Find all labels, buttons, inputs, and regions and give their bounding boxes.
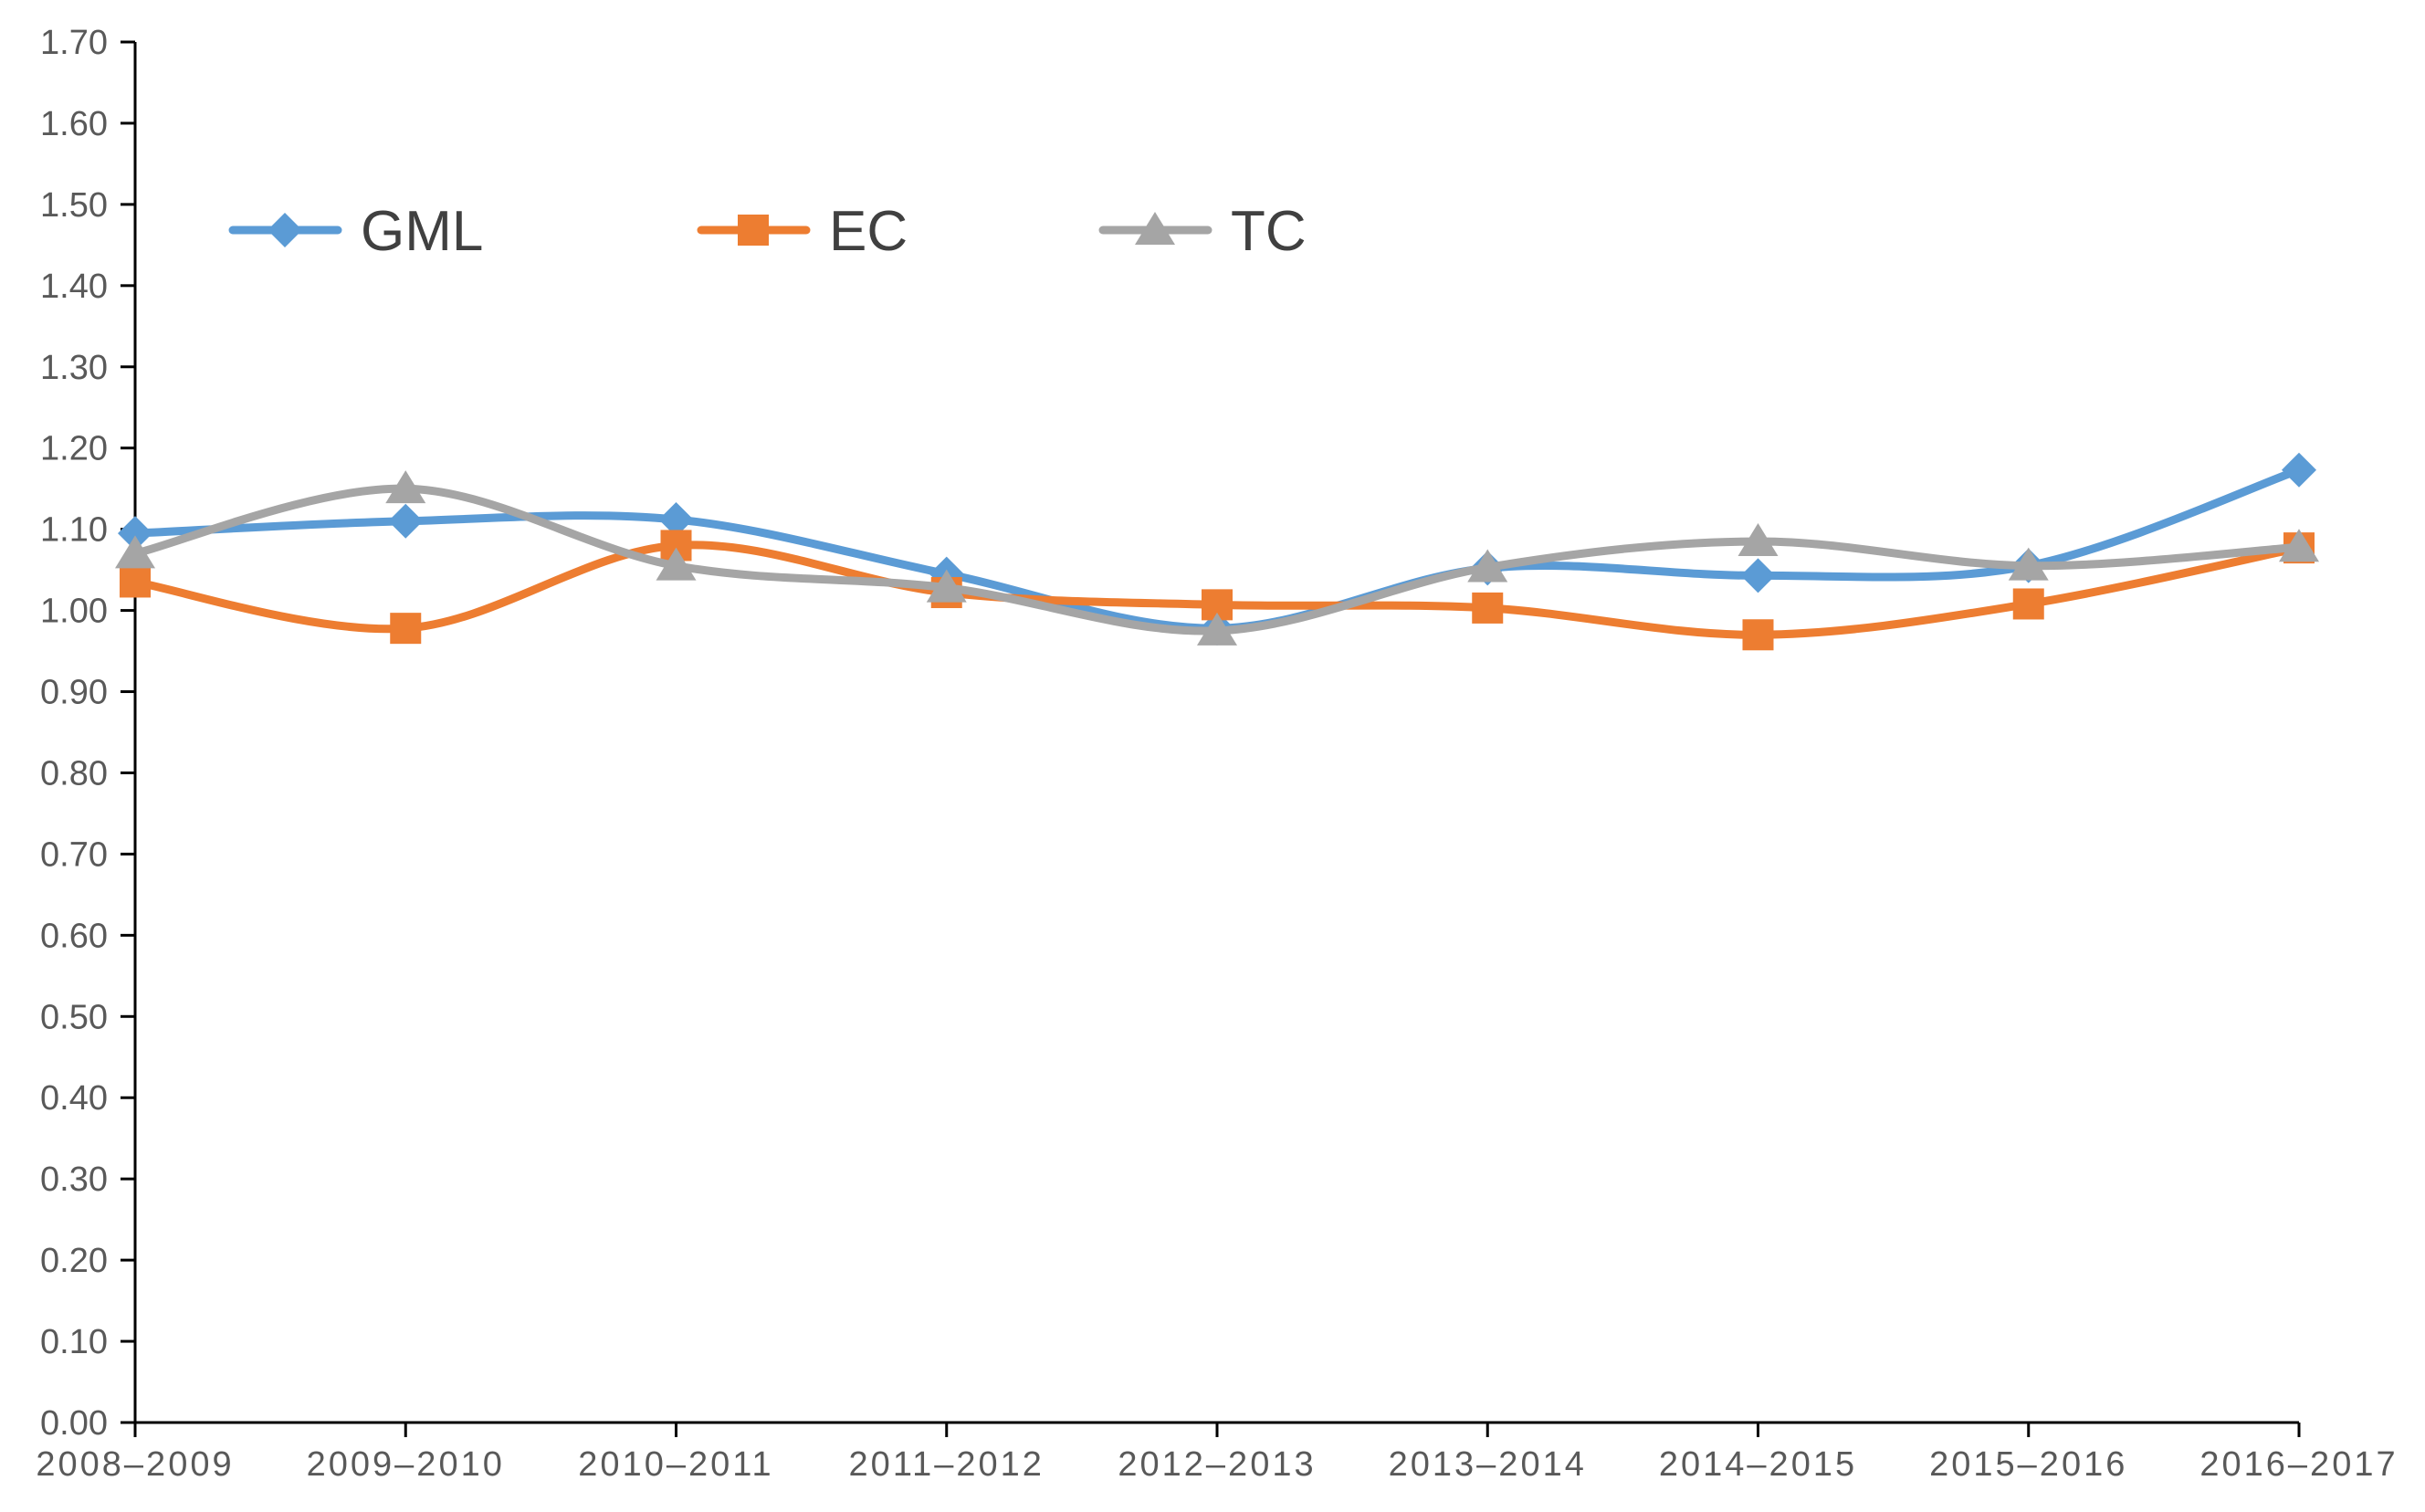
- x-tick-label: 2009–2010: [307, 1445, 505, 1484]
- data-point-ec: [2012, 588, 2044, 620]
- y-tick-label: 0.00: [40, 1404, 108, 1443]
- series-layer: [115, 452, 2319, 651]
- y-tick-label: 1.70: [40, 24, 108, 62]
- x-tick-label: 2014–2015: [1659, 1445, 1857, 1484]
- data-point-tc: [115, 535, 155, 569]
- data-point-tc: [2279, 529, 2319, 562]
- series-tc: [115, 470, 2319, 646]
- y-tick-label: 1.00: [40, 593, 108, 631]
- y-tick-label: 1.30: [40, 349, 108, 387]
- y-tick-label: 0.50: [40, 998, 108, 1036]
- data-point-gml: [388, 503, 424, 539]
- y-tick-label: 1.20: [40, 430, 108, 468]
- data-point-tc: [926, 569, 967, 603]
- legend: GML EC TC: [228, 200, 1307, 263]
- x-tick-label: 2010–2011: [578, 1445, 773, 1484]
- y-tick-label: 0.20: [40, 1242, 108, 1280]
- data-point-ec: [1472, 592, 1504, 624]
- legend-item-tc: TC: [1098, 200, 1307, 263]
- legend-item-gml: GML: [228, 200, 483, 263]
- x-tick-label: 2016–2017: [2199, 1445, 2398, 1484]
- data-point-gml: [1740, 558, 1776, 593]
- y-tick-label: 0.90: [40, 674, 108, 712]
- axes: 0.00 0.10 0.20 0.30 0.40 0.50 0.60 0.70 0.80 0.90…: [36, 24, 2398, 1484]
- y-tick-label: 1.10: [40, 511, 108, 550]
- data-point-gml: [658, 501, 694, 537]
- y-tick-label: 0.30: [40, 1160, 108, 1199]
- data-point-tc: [385, 470, 426, 504]
- x-tick-label: 2013–2014: [1389, 1445, 1587, 1484]
- legend-item-ec: EC: [697, 200, 908, 263]
- y-tick-label: 1.40: [40, 268, 108, 306]
- data-point-tc: [656, 547, 697, 581]
- legend-label-tc: TC: [1231, 200, 1307, 263]
- data-point-tc: [1737, 522, 1779, 556]
- data-point-tc: [2008, 547, 2049, 581]
- y-tick-label: 0.70: [40, 835, 108, 874]
- legend-marker-gml: [268, 213, 302, 247]
- data-point-gml: [2282, 452, 2316, 488]
- y-tick-label: 0.60: [40, 917, 108, 955]
- data-point-tc: [1467, 549, 1508, 583]
- y-tick-label: 0.10: [40, 1323, 108, 1361]
- data-point-tc: [1197, 612, 1237, 646]
- x-tick-label: 2008–2009: [36, 1445, 234, 1484]
- y-tick-label: 1.50: [40, 186, 108, 225]
- y-tick-label: 0.80: [40, 754, 108, 793]
- legend-label-ec: EC: [829, 200, 908, 263]
- data-point-ec: [1742, 619, 1774, 651]
- legend-marker-ec: [738, 215, 769, 246]
- data-point-ec: [120, 566, 151, 598]
- data-point-gml: [118, 516, 152, 551]
- x-tick-label: 2015–2016: [1929, 1445, 2127, 1484]
- data-point-ec: [390, 613, 422, 645]
- x-tick-label: 2012–2013: [1118, 1445, 1316, 1484]
- legend-marker-tc: [1135, 212, 1175, 245]
- y-tick-label: 1.60: [40, 105, 108, 143]
- y-tick-label: 0.40: [40, 1079, 108, 1118]
- x-tick-label: 2011–2012: [849, 1445, 1045, 1484]
- legend-label-gml: GML: [361, 200, 483, 263]
